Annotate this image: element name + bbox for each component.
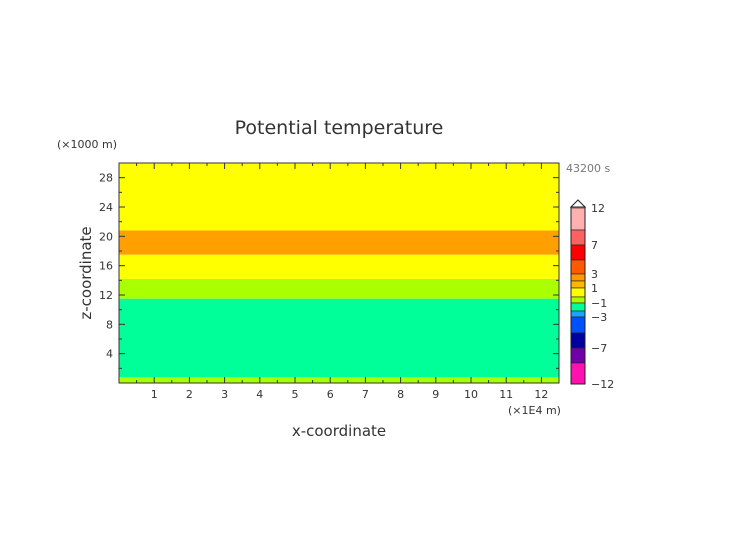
x-tick-label: 3 [221, 388, 228, 401]
x-tick-label: 4 [256, 388, 263, 401]
y-axis-label: z-coordinate [77, 226, 95, 319]
y-unit-label: (×1000 m) [57, 138, 117, 151]
x-tick-label: 7 [362, 388, 369, 401]
contour-band [119, 298, 559, 378]
contour-band [119, 230, 559, 255]
colorbar-segment [570, 244, 586, 261]
plot-frame [118, 162, 560, 384]
colorbar-label: 7 [591, 239, 598, 252]
colorbar-label: −7 [591, 342, 607, 355]
contour-band [119, 278, 559, 299]
y-tick-label: 4 [106, 348, 113, 361]
contour-band [119, 377, 559, 383]
contour-band [119, 163, 559, 231]
colorbar-segment [570, 310, 586, 318]
colorbar-segment [570, 259, 586, 275]
colorbar: 12 7 31 −1−3 −7 −12 [569, 199, 614, 391]
colorbar-segment [570, 316, 586, 334]
x-tick-label: 8 [397, 388, 404, 401]
x-tick-label: 12 [534, 388, 548, 401]
x-tick-label: 2 [186, 388, 193, 401]
colorbar-segment [570, 302, 586, 312]
colorbar-segment [570, 296, 586, 304]
y-tick-label: 28 [99, 172, 113, 185]
colorbar-segment [570, 362, 586, 385]
colorbar-label: 3 [591, 268, 598, 281]
x-tick-label: 5 [292, 388, 299, 401]
chart-title: Potential temperature [235, 117, 444, 139]
time-label: 43200 s [566, 162, 610, 175]
colorbar-segment [570, 287, 586, 298]
colorbar-label: 1 [591, 282, 598, 295]
x-tick-label: 9 [432, 388, 439, 401]
x-tick-label: 10 [464, 388, 478, 401]
colorbar-segment [570, 280, 586, 289]
y-tick-label: 8 [106, 318, 113, 331]
colorbar-label: −12 [591, 378, 614, 391]
colorbar-segment [570, 332, 586, 349]
contour-bands [119, 163, 559, 383]
colorbar-segment [570, 273, 586, 282]
colorbar-segment [570, 347, 586, 364]
y-tick-label: 24 [99, 201, 113, 214]
colorbar-extend-arrow [569, 199, 587, 208]
x-unit-label: (×1E4 m) [508, 404, 561, 417]
x-tick-label: 6 [327, 388, 334, 401]
contour-band [119, 254, 559, 279]
x-tick-label: 1 [151, 388, 158, 401]
colorbar-segment [570, 229, 586, 246]
colorbar-segment [570, 207, 586, 231]
colorbar-label: −1 [591, 297, 607, 310]
y-tick-label: 20 [99, 230, 113, 243]
x-axis-label: x-coordinate [292, 422, 386, 440]
y-tick-label: 12 [99, 289, 113, 302]
y-tick-label: 16 [99, 260, 113, 273]
colorbar-label: 12 [591, 202, 605, 215]
x-tick-label: 11 [499, 388, 513, 401]
colorbar-label: −3 [591, 311, 607, 324]
colorbar-frame [570, 206, 586, 385]
